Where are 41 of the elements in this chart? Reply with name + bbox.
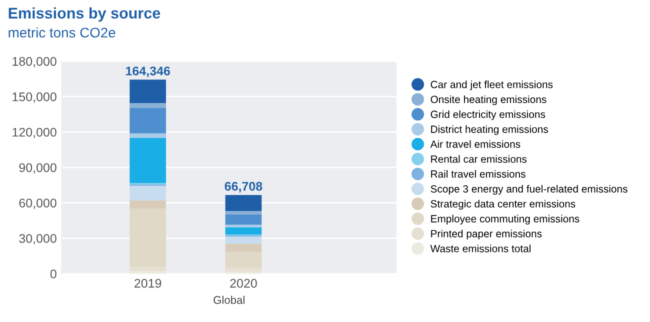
y-tick-label: 120,000 xyxy=(12,128,56,138)
y-tick-label: 0 xyxy=(50,270,56,278)
y-tick-label: 60,000 xyxy=(19,198,56,209)
legend-label: Employee commuting emissions xyxy=(431,214,580,225)
legend-label: Rail travel emissions xyxy=(431,170,526,178)
bar xyxy=(225,236,262,244)
legend-label: District heating emissions xyxy=(431,125,548,135)
legend-label: Grid electricity emissions xyxy=(430,110,546,120)
legend-label: Strategic data center emissions xyxy=(430,200,576,210)
chart-subtitle: metric tons CO2e xyxy=(8,27,116,38)
bar xyxy=(225,252,262,268)
y-tick-label: 150,000 xyxy=(12,92,56,103)
bar xyxy=(225,211,262,214)
y-tick-label: 180,000 xyxy=(12,56,56,68)
x-tick-label: 2020 xyxy=(230,278,257,288)
x-axis-title: Global xyxy=(214,296,244,304)
chart-title: Emissions by source xyxy=(8,7,160,22)
bar xyxy=(130,80,166,104)
bar xyxy=(225,194,262,212)
y-tick-label: 30,000 xyxy=(19,234,56,244)
legend-label: Car and jet fleet emissions xyxy=(430,80,553,90)
bar xyxy=(225,244,262,252)
bar xyxy=(225,214,262,225)
bar xyxy=(130,186,166,200)
bar xyxy=(225,227,262,234)
bar xyxy=(130,138,166,184)
total-label: 164,346 xyxy=(126,66,170,78)
y-tick-label: 90,000 xyxy=(19,163,56,174)
legend-label: Rental car emissions xyxy=(431,155,527,163)
legend-label: Onsite heating emissions xyxy=(430,95,546,106)
total-label: 66,708 xyxy=(224,182,262,193)
bar xyxy=(225,224,262,228)
bar xyxy=(130,133,166,138)
bar xyxy=(130,200,166,209)
legend-label: Printed paper emissions xyxy=(431,230,542,240)
legend-label: Air travel emissions xyxy=(430,140,520,148)
legend-label: Waste emissions total xyxy=(430,244,530,252)
bar xyxy=(130,103,166,108)
bar xyxy=(130,108,166,134)
x-tick-label: 2019 xyxy=(134,278,162,288)
legend-label: Scope 3 energy and fuel-related emissions xyxy=(430,184,628,195)
